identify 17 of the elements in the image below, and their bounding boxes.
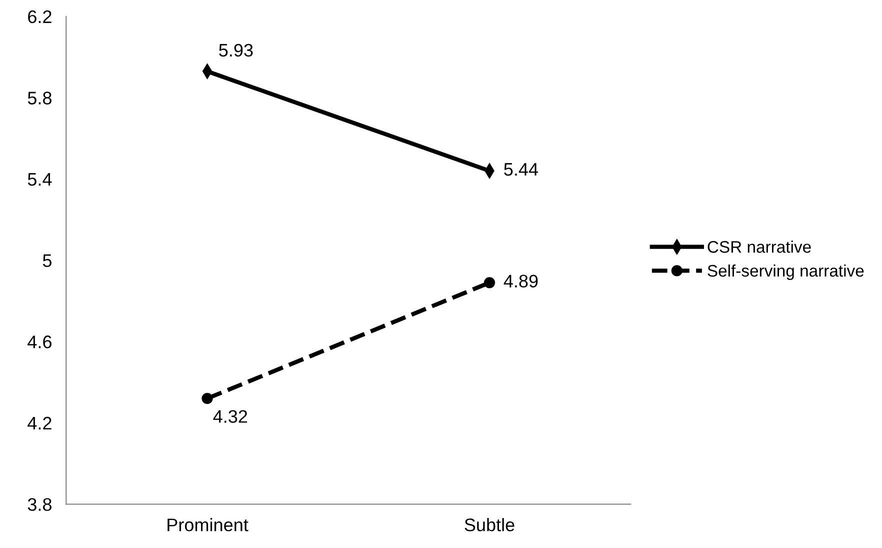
x-tick-label: Subtle <box>464 518 514 532</box>
data-label: 4.32 <box>213 410 248 423</box>
y-tick-label: 5.8 <box>28 92 52 104</box>
legend-label: Self-serving narrative <box>708 264 864 280</box>
data-label: 5.93 <box>219 44 253 57</box>
point <box>202 392 213 404</box>
legend-label: CSR narrative <box>708 240 811 253</box>
x-tick-label: Prominent <box>168 518 248 532</box>
data-label: 4.89 <box>504 274 538 288</box>
y-tick-label: 5 <box>42 254 52 268</box>
data-label: 5.44 <box>504 163 538 176</box>
y-tick-label: 3.8 <box>28 498 52 511</box>
y-tick-label: 4.6 <box>28 336 52 348</box>
y-tick-label: 4.2 <box>28 416 52 430</box>
point <box>484 277 496 288</box>
y-tick-label: 5.4 <box>28 173 52 186</box>
y-tick-label: 6.2 <box>28 10 52 24</box>
